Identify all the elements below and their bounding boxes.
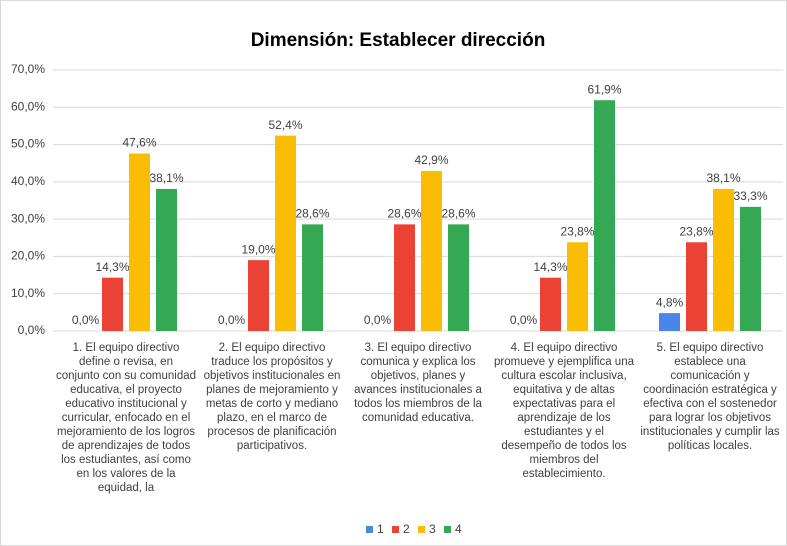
- bar: [659, 313, 680, 331]
- legend-swatch: [444, 526, 451, 533]
- y-tick-label: 40,0%: [11, 174, 45, 188]
- value-label: 19,0%: [241, 242, 275, 256]
- value-label: 38,1%: [706, 171, 740, 185]
- bar: [686, 242, 707, 331]
- value-label: 28,6%: [387, 207, 421, 221]
- value-label: 0,0%: [218, 313, 246, 327]
- bar: [448, 224, 469, 331]
- bar: [713, 188, 734, 331]
- bar: [394, 224, 415, 331]
- value-label: 14,3%: [533, 260, 567, 274]
- bar: [156, 188, 177, 331]
- value-label: 28,6%: [441, 207, 475, 221]
- value-label: 28,6%: [295, 207, 329, 221]
- x-tick-label: 2. El equipo directivo traduce los propó…: [203, 342, 341, 452]
- legend-swatch: [392, 526, 399, 533]
- value-label: 42,9%: [414, 153, 448, 167]
- value-label: 47,6%: [122, 136, 156, 150]
- value-label: 52,4%: [268, 118, 302, 132]
- x-tick-label: 1. El equipo directivo define o revisa, …: [56, 342, 197, 494]
- x-tick-label: 4. El equipo directivo promueve y ejempl…: [494, 342, 634, 480]
- legend-label: 2: [403, 522, 410, 536]
- x-tick-label: 3. El equipo directivo comunica y explic…: [354, 342, 482, 424]
- bar: [129, 153, 150, 331]
- value-label: 38,1%: [149, 171, 183, 185]
- bar: [540, 277, 561, 331]
- y-tick-label: 70,0%: [11, 62, 45, 76]
- y-tick-label: 30,0%: [11, 211, 45, 225]
- bar: [567, 242, 588, 331]
- value-label: 33,3%: [733, 189, 767, 203]
- value-label: 0,0%: [364, 313, 392, 327]
- value-label: 61,9%: [587, 82, 621, 96]
- value-label: 14,3%: [95, 260, 129, 274]
- y-tick-label: 20,0%: [11, 249, 45, 263]
- bar: [102, 277, 123, 331]
- bar: [275, 135, 296, 331]
- value-label: 4,8%: [656, 295, 684, 309]
- bar: [740, 206, 761, 331]
- y-tick-label: 10,0%: [11, 286, 45, 300]
- legend-label: 3: [429, 522, 436, 536]
- legend-swatch: [366, 526, 373, 533]
- y-tick-label: 50,0%: [11, 137, 45, 151]
- value-label: 0,0%: [510, 313, 538, 327]
- x-tick-label: 5. El equipo directivo establece una com…: [640, 342, 780, 452]
- legend-swatch: [418, 526, 425, 533]
- value-label: 23,8%: [560, 224, 594, 238]
- legend-label: 1: [377, 522, 384, 536]
- value-label: 23,8%: [679, 224, 713, 238]
- bar: [594, 100, 615, 331]
- value-label: 0,0%: [72, 313, 100, 327]
- y-tick-label: 60,0%: [11, 99, 45, 113]
- legend-label: 4: [455, 522, 462, 536]
- y-tick-label: 0,0%: [18, 323, 46, 337]
- bar: [248, 260, 269, 331]
- bar: [421, 171, 442, 331]
- bar: [302, 224, 323, 331]
- chart-title: Dimensión: Establecer dirección: [251, 30, 546, 51]
